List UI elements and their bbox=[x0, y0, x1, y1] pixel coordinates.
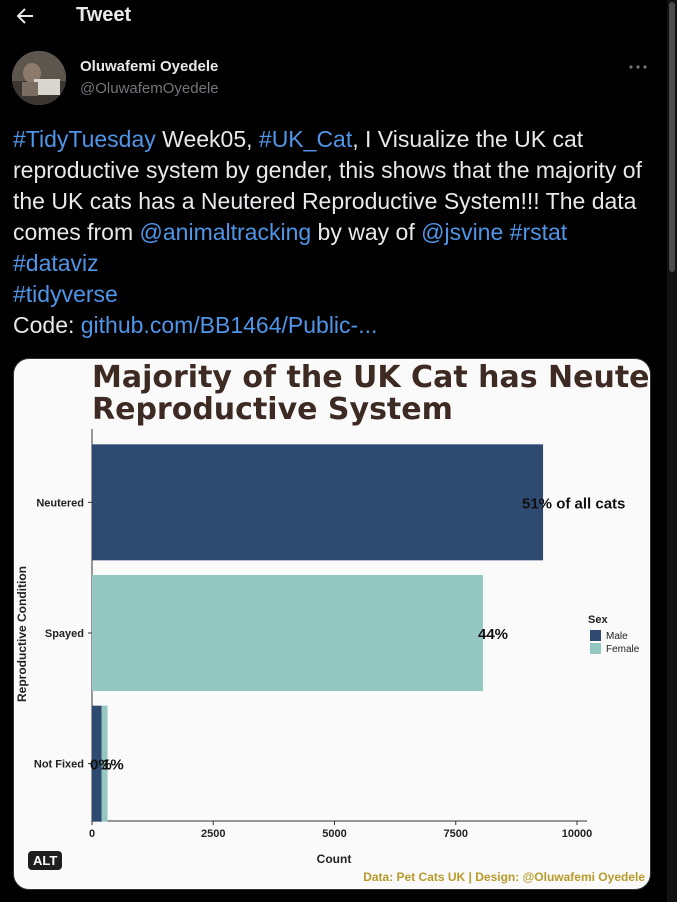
more-options-icon[interactable] bbox=[628, 57, 648, 77]
bar-female bbox=[92, 575, 483, 691]
x-tick-label: 2500 bbox=[201, 828, 225, 840]
data-label: 1% bbox=[102, 757, 124, 774]
data-label: 44% bbox=[478, 626, 508, 643]
top-bar: Tweet bbox=[0, 0, 667, 34]
scrollbar-thumb[interactable] bbox=[669, 2, 675, 272]
chart-title-line: Reproductive System bbox=[92, 392, 453, 427]
chart-plot-area: Neutered Spayed Not Fixed 51% of all cats 44… bbox=[15, 429, 645, 884]
author-handle[interactable]: @OluwafemOyedele bbox=[80, 80, 219, 97]
x-tick-label: 5000 bbox=[322, 828, 346, 840]
y-axis-label: Reproductive Condition bbox=[15, 566, 29, 702]
legend-swatch bbox=[590, 643, 601, 654]
code-label: Code: bbox=[13, 312, 81, 338]
x-tick-label: 0 bbox=[89, 828, 95, 840]
author-name[interactable]: Oluwafemi Oyedele bbox=[80, 58, 219, 75]
y-tick-label: Spayed bbox=[45, 628, 84, 640]
tweet-hashtag-uk-cat[interactable]: #UK_Cat bbox=[258, 126, 353, 152]
tweet-text-segment: by way of bbox=[311, 219, 422, 245]
arrow-left-icon[interactable] bbox=[13, 4, 37, 28]
avatar[interactable] bbox=[12, 51, 66, 105]
y-tick-label: Neutered bbox=[36, 497, 84, 509]
x-tick-label: 10000 bbox=[562, 828, 593, 840]
x-tick-label: 7500 bbox=[444, 828, 468, 840]
chart-title: Majority of the UK Cat has NeuteredRepro… bbox=[92, 360, 650, 427]
x-axis-label: Count bbox=[317, 852, 352, 866]
tweet-media-image[interactable]: Majority of the UK Cat has Neutered Repro… bbox=[13, 358, 651, 890]
legend-title: Sex bbox=[588, 614, 608, 626]
tweet-text: #TidyTuesday Week05, #UK_Cat, I Visualiz… bbox=[13, 124, 643, 341]
page-title: Tweet bbox=[76, 4, 132, 26]
chart-caption: Data: Pet Cats UK | Design: @Oluwafemi O… bbox=[363, 870, 645, 884]
tweet-text-segment: , I Visualize the UK cat reproductive sy… bbox=[13, 126, 642, 245]
avatar-photo bbox=[12, 51, 66, 105]
alt-text-badge[interactable]: ALT bbox=[28, 851, 63, 870]
tweet-hashtag-dataviz[interactable]: #dataviz bbox=[13, 250, 99, 276]
data-label: 51% of all cats bbox=[522, 495, 625, 512]
scrollbar[interactable] bbox=[667, 0, 677, 902]
legend-label: Female bbox=[606, 644, 640, 655]
bar-male bbox=[92, 705, 102, 822]
legend-label: Male bbox=[606, 631, 628, 642]
bar-female bbox=[101, 705, 108, 822]
legend-swatch bbox=[590, 630, 601, 641]
code-link[interactable]: github.com/BB1464/Public-... bbox=[80, 312, 378, 338]
bar-male bbox=[92, 444, 544, 561]
tweet-text-segment: Week05, bbox=[155, 126, 259, 152]
tweet-mention-animaltracking[interactable]: @animaltracking bbox=[139, 219, 312, 245]
tweet-hashtag-tidyverse[interactable]: #tidyverse bbox=[13, 281, 118, 307]
data-label: 0% bbox=[90, 757, 112, 774]
tweet-hashtag-tidytuesday[interactable]: #TidyTuesday bbox=[13, 126, 156, 152]
y-tick-label: Not Fixed bbox=[34, 759, 84, 771]
tweet-hashtag-rstat[interactable]: #rstat bbox=[509, 219, 568, 245]
bar-chart: Majority of the UK Cat has NeuteredRepro… bbox=[15, 360, 650, 884]
chart-title-line: Majority of the UK Cat has Neutered bbox=[92, 360, 650, 395]
tweet-mention-jsvine[interactable]: @jsvine bbox=[421, 219, 504, 245]
